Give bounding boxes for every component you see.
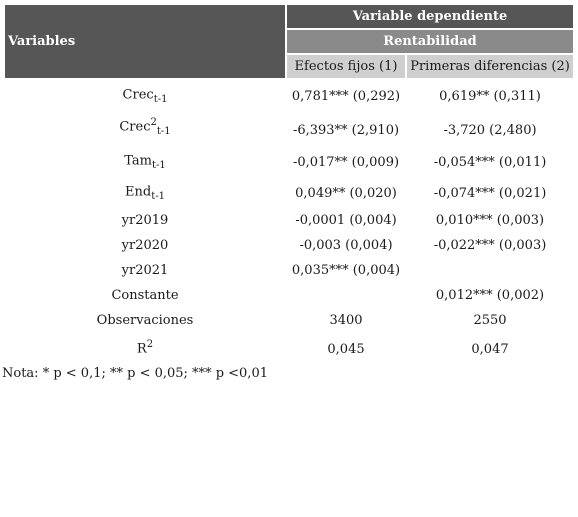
cell-col2: 0,619** (0,311)	[439, 89, 541, 104]
cell-col2: 0,012*** (0,002)	[435, 288, 545, 303]
cell-col1: 0,045	[327, 342, 365, 357]
row-label: Crec2t-1	[119, 117, 171, 137]
header-col-first-differences: Primeras diferencias (2)	[407, 55, 573, 78]
row-label: yr2021	[121, 263, 169, 278]
table-row: yr2019 -0,0001 (0,004) 0,010*** (0,003)	[5, 213, 573, 237]
cell-col2: -0,022*** (0,003)	[433, 238, 547, 253]
cell-col2: 0,010*** (0,003)	[435, 213, 545, 228]
cell-col1: 0,781*** (0,292)	[291, 89, 401, 104]
table-row: R2 0,045 0,047	[5, 339, 573, 363]
cell-col1: -0,003 (0,004)	[299, 238, 393, 253]
header-variables: Variables	[5, 5, 285, 78]
row-label: yr2020	[121, 238, 169, 253]
row-label: Constante	[111, 288, 179, 303]
row-label: R2	[136, 339, 154, 357]
row-label: Endt-1	[125, 184, 165, 202]
row-label: Observaciones	[96, 313, 194, 328]
header-dependent-variable: Variable dependiente	[287, 5, 573, 28]
cell-col2: -3,720 (2,480)	[443, 123, 537, 138]
table-row: Crect-1 0,781*** (0,292) 0,619** (0,311)	[5, 85, 573, 109]
cell-col1: 0,035*** (0,004)	[291, 263, 401, 278]
header-col-fixed-effects: Efectos fijos (1)	[287, 55, 405, 78]
significance-note: Nota: * p < 0,1; ** p < 0,05; *** p <0,0…	[2, 366, 268, 381]
cell-col1: -0,017** (0,009)	[292, 155, 400, 170]
table-row: Endt-1 0,049** (0,020) -0,074*** (0,021)	[5, 182, 573, 206]
table-row: yr2021 0,035*** (0,004)	[5, 263, 573, 287]
cell-col2: 2550	[473, 313, 507, 328]
cell-col2: -0,054*** (0,011)	[433, 155, 547, 170]
cell-col1: -0,0001 (0,004)	[295, 213, 397, 228]
cell-col1: 0,049** (0,020)	[295, 186, 397, 201]
cell-col2: -0,074*** (0,021)	[433, 186, 547, 201]
row-label: Crect-1	[122, 87, 168, 105]
table-row: Observaciones 3400 2550	[5, 313, 573, 337]
table-row: Constante 0,012*** (0,002)	[5, 288, 573, 312]
table-row: Tamt-1 -0,017** (0,009) -0,054*** (0,011…	[5, 151, 573, 175]
row-label: Tamt-1	[124, 153, 166, 171]
table-row: yr2020 -0,003 (0,004) -0,022*** (0,003)	[5, 238, 573, 262]
header-rentabilidad: Rentabilidad	[287, 30, 573, 53]
cell-col1: 3400	[329, 313, 363, 328]
table-row: Crec2t-1 -6,393** (2,910) -3,720 (2,480)	[5, 117, 573, 141]
cell-col1: -6,393** (2,910)	[292, 123, 400, 138]
row-label: yr2019	[121, 213, 169, 228]
cell-col2: 0,047	[471, 342, 509, 357]
